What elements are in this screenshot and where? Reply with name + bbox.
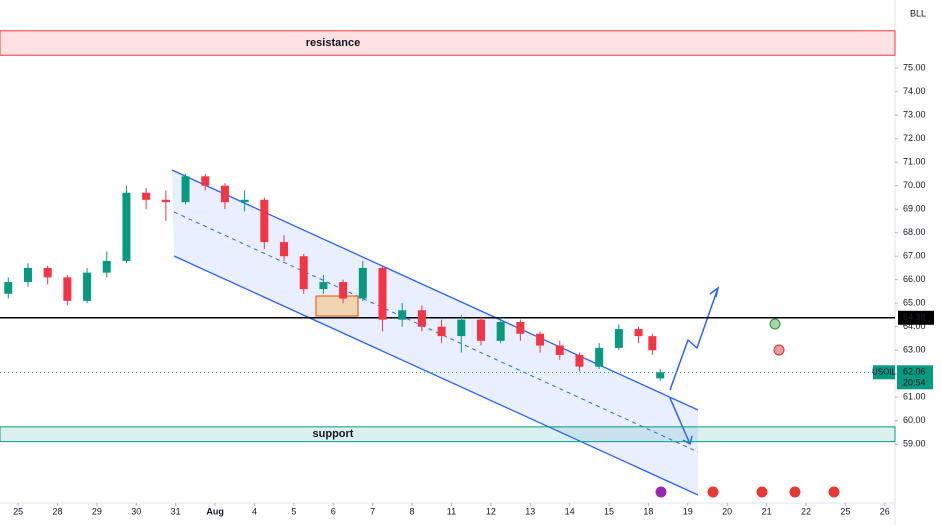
x-tick-label: 29	[92, 506, 102, 516]
candle-body	[516, 322, 525, 334]
candle-body	[398, 310, 407, 320]
candle-body	[43, 267, 52, 278]
x-tick-label: 12	[486, 506, 496, 516]
target-marker	[769, 318, 781, 330]
candle-body	[536, 333, 545, 346]
x-tick-label: 19	[683, 506, 693, 516]
x-tick-label: 15	[604, 506, 614, 516]
y-tick-label: 64.00	[903, 321, 926, 331]
resistance-zone	[0, 30, 896, 56]
x-tick-label: 25	[840, 506, 850, 516]
candle-body	[417, 310, 426, 327]
candle-body	[201, 176, 210, 186]
channel-lower	[173, 255, 699, 496]
y-tick-label: 60.00	[903, 415, 926, 425]
x-tick-label: 4	[252, 506, 257, 516]
y-tick-label: 74.00	[903, 86, 926, 96]
candle-body	[122, 192, 131, 261]
stop-marker	[773, 344, 785, 356]
candle-body	[299, 256, 308, 290]
level-badge	[898, 310, 934, 325]
event-icons	[654, 485, 841, 499]
x-tick-label: 26	[880, 506, 890, 516]
candle-body	[634, 329, 643, 337]
range-box	[315, 295, 359, 317]
x-tick-label: 8	[410, 506, 415, 516]
x-tick-label: 22	[801, 506, 811, 516]
y-tick-label: 67.00	[903, 251, 926, 261]
candle-body	[280, 242, 289, 257]
symbol-badge	[873, 365, 895, 380]
y-tick-label: 65.00	[903, 298, 926, 308]
candle-body	[240, 199, 249, 203]
candle-body	[23, 267, 32, 283]
candle-body	[378, 267, 387, 320]
x-tick-label: Aug	[206, 506, 224, 516]
y-tick-label: 75.00	[903, 63, 926, 73]
x-tick-label: 5	[291, 506, 296, 516]
arrow-down	[669, 397, 691, 445]
currency-badge: BLL	[910, 8, 926, 18]
candle-body	[142, 192, 151, 200]
y-tick-label: 63.00	[903, 345, 926, 355]
candle-body	[358, 267, 367, 299]
candle-body	[437, 326, 446, 337]
countdown-label: 20:54	[903, 378, 926, 388]
candle-body	[339, 282, 348, 299]
candle-body	[555, 345, 564, 355]
x-tick-label: 18	[643, 506, 653, 516]
candle-body	[161, 199, 170, 203]
x-tick-label: 30	[131, 506, 141, 516]
channel-fill	[172, 170, 698, 495]
y-tick-label: 61.00	[903, 392, 926, 402]
x-tick-label: 31	[171, 506, 181, 516]
candle-body	[575, 354, 584, 367]
candle-body	[648, 336, 657, 351]
candle-body	[260, 199, 269, 243]
y-tick-label: 59.00	[903, 439, 926, 449]
resistance-label: resistance	[306, 37, 360, 49]
x-tick-label: 14	[565, 506, 575, 516]
x-tick-label: 25	[13, 506, 23, 516]
y-tick-label: 71.00	[903, 157, 926, 167]
channel-upper	[171, 169, 699, 411]
candle-body	[595, 347, 604, 367]
y-tick-label: 70.00	[903, 180, 926, 190]
level-label: 64.38	[903, 312, 926, 322]
y-tick-label: 73.00	[903, 110, 926, 120]
x-tick-label: 13	[525, 506, 535, 516]
x-tick-label: 7	[370, 506, 375, 516]
candle-body	[496, 322, 505, 341]
y-tick-label: 66.00	[903, 274, 926, 284]
candle-body	[220, 185, 229, 203]
channel-mid	[173, 211, 699, 453]
arrow-head	[709, 286, 720, 298]
candle-body	[63, 277, 72, 301]
y-tick-label: 68.00	[903, 227, 926, 237]
y-tick-label: 69.00	[903, 204, 926, 214]
candle-body	[614, 329, 623, 348]
x-tick-label: 11	[447, 506, 456, 516]
price-badge	[897, 365, 933, 390]
candle-body	[656, 372, 665, 379]
candle-body	[181, 176, 190, 203]
y-tick-label: 72.00	[903, 133, 926, 143]
last-price-label: 62.06	[903, 367, 926, 377]
support-label: support	[313, 428, 354, 440]
candle-body	[457, 319, 466, 337]
x-tick-label: 28	[53, 506, 63, 516]
candle-body	[102, 260, 111, 273]
candle-body	[319, 282, 328, 290]
support-zone	[0, 426, 896, 443]
candle-body	[83, 272, 92, 301]
x-tick-label: 20	[722, 506, 732, 516]
symbol-label: USOIL	[872, 367, 897, 376]
candle-body	[476, 319, 485, 341]
x-tick-label: 6	[331, 506, 336, 516]
x-tick-label: 21	[762, 506, 772, 516]
candle-body	[4, 282, 13, 294]
